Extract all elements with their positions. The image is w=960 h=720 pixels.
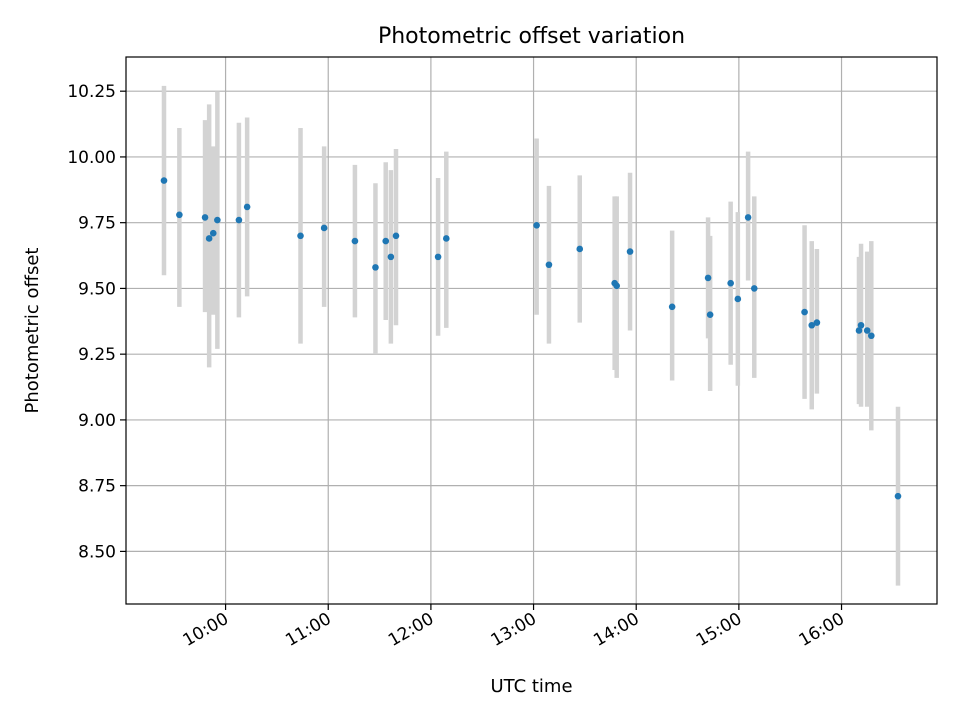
data-point xyxy=(857,321,865,329)
data-point xyxy=(813,319,821,326)
data-point xyxy=(744,214,752,221)
data-point xyxy=(434,253,442,261)
data-point xyxy=(201,214,209,221)
chart-title: Photometric offset variation xyxy=(378,24,685,49)
y-tick-label: 9.25 xyxy=(78,345,116,365)
data-point xyxy=(160,177,168,184)
data-point xyxy=(297,232,304,240)
data-point xyxy=(613,282,621,290)
data-point xyxy=(855,327,863,334)
data-point xyxy=(545,261,553,269)
data-point xyxy=(750,285,758,292)
data-point xyxy=(626,248,634,255)
data-point xyxy=(706,311,714,319)
data-point xyxy=(576,245,584,253)
x-axis-label: UTC time xyxy=(490,676,572,697)
y-tick-label: 9.75 xyxy=(78,214,116,234)
data-point xyxy=(442,235,450,242)
data-point xyxy=(235,216,243,224)
grid xyxy=(126,57,937,604)
data-point xyxy=(205,235,213,242)
y-tick-label: 9.00 xyxy=(78,411,116,431)
data-point xyxy=(808,321,816,329)
plot-frame xyxy=(125,56,938,605)
data-point xyxy=(351,237,359,245)
data-point xyxy=(704,274,712,282)
y-tick-label: 9.50 xyxy=(78,279,116,299)
data-point xyxy=(214,216,221,224)
data-point xyxy=(734,295,742,303)
data-point xyxy=(727,279,734,287)
data-point xyxy=(867,332,875,340)
data-point xyxy=(243,203,251,211)
y-tick-label: 8.75 xyxy=(78,477,116,497)
data-points xyxy=(160,177,902,500)
data-point xyxy=(372,264,379,271)
y-tick-label: 10.25 xyxy=(67,82,116,102)
data-point xyxy=(533,222,540,229)
data-point xyxy=(387,253,395,261)
data-point xyxy=(863,327,871,334)
y-tick-label: 10.00 xyxy=(67,148,116,168)
data-point xyxy=(176,211,183,219)
data-point xyxy=(320,224,328,232)
data-point xyxy=(894,492,902,500)
data-point xyxy=(801,308,808,316)
y-axis-ticks: 8.50 8.75 9.00 9.25 9.50 9.75 10.00 10.25 xyxy=(67,82,126,562)
y-tick-label: 8.50 xyxy=(78,542,116,562)
data-point xyxy=(668,303,676,311)
data-point xyxy=(382,237,390,245)
data-point xyxy=(209,229,217,237)
y-axis-label: Photometric offset xyxy=(22,248,43,414)
data-point xyxy=(392,232,400,240)
